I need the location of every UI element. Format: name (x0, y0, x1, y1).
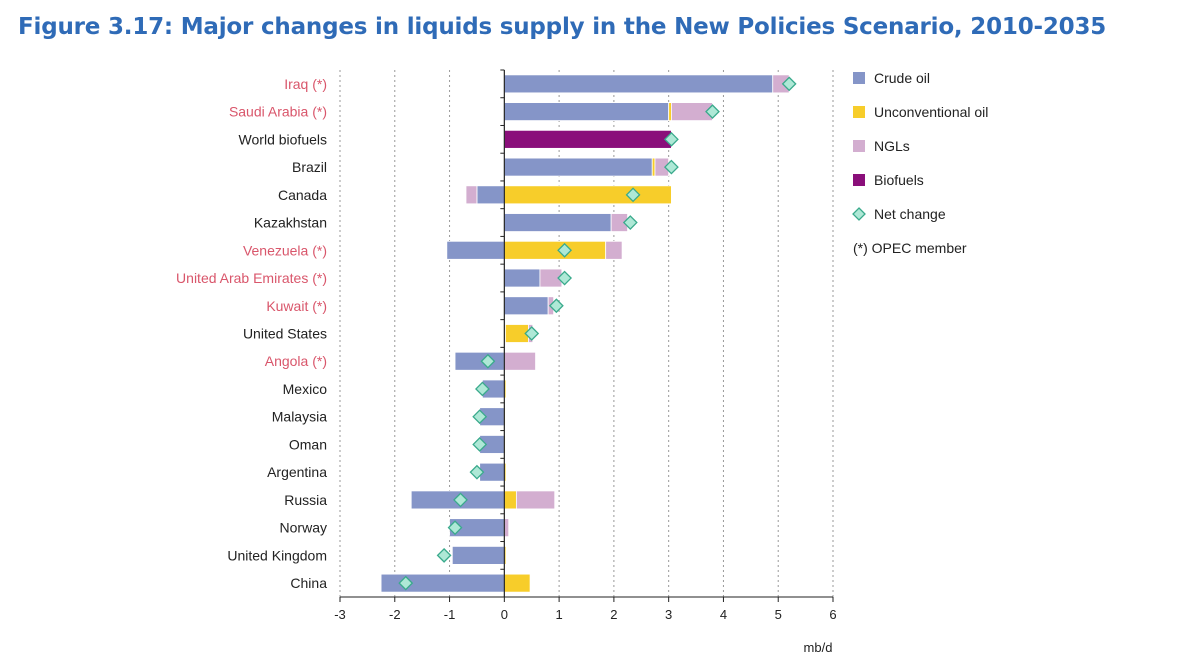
category-label: Venezuela (*) (243, 242, 327, 258)
bars (380, 74, 790, 593)
net-change-marker (663, 159, 679, 175)
category-label: Iraq (*) (284, 76, 327, 92)
bar-ngl (515, 490, 556, 510)
net-change-marker (480, 353, 496, 369)
net-change-marker (781, 76, 797, 92)
bar-crude (503, 157, 653, 177)
bar-crude (451, 545, 505, 565)
category-label: United States (243, 326, 327, 342)
bar-crude (446, 240, 505, 260)
net-change-marker (557, 270, 573, 286)
bar-crude (503, 74, 774, 94)
net-change-marker (472, 437, 488, 452)
category-label: Canada (278, 187, 327, 203)
legend-label: Net change (874, 206, 946, 222)
legend-swatch-crude (853, 72, 865, 84)
category-label: World biofuels (239, 131, 327, 147)
net-change-marker (447, 520, 463, 536)
net-change-marker (548, 298, 564, 314)
x-tick-label: 5 (775, 607, 782, 622)
legend-swatch-ngl (853, 140, 865, 152)
category-label: Russia (284, 492, 327, 508)
bar-crude (503, 268, 541, 288)
legend-label: Crude oil (874, 70, 930, 86)
net-change-marker (625, 187, 641, 203)
net-change-markers (398, 76, 797, 591)
x-tick-label: 0 (501, 607, 508, 622)
bar-unconventional (651, 157, 656, 177)
legend-label: NGLs (874, 138, 910, 154)
category-label: Norway (280, 520, 327, 536)
category-label: Brazil (292, 159, 327, 175)
page-title: Figure 3.17: Major changes in liquids su… (18, 14, 1107, 40)
category-label: Kuwait (*) (266, 298, 327, 314)
x-tick-label: 6 (829, 607, 836, 622)
bar-unconventional (668, 102, 672, 122)
net-change-marker (705, 104, 720, 120)
legend-swatch-unconventional (853, 106, 865, 118)
category-labels: Iraq (*) Saudi Arabia (*) World biofuels Br… (176, 76, 327, 591)
bar-ngl (503, 518, 510, 538)
bar-ngl (605, 240, 623, 260)
x-tick-label: 1 (555, 607, 562, 622)
x-axis-title: mb/d (804, 640, 833, 655)
net-change-marker (472, 409, 488, 425)
legend-label: (*) OPEC member (853, 240, 967, 256)
legend-label: Unconventional oil (874, 104, 988, 120)
x-tick-label: 3 (665, 607, 672, 622)
net-change-marker (398, 575, 414, 591)
x-tick-label: 2 (610, 607, 617, 622)
grid-lines (339, 70, 834, 597)
bar-unconventional (503, 185, 672, 205)
legend-swatch-biofuels (853, 174, 865, 186)
bar-biofuels (503, 129, 672, 149)
bar-crude (476, 185, 505, 205)
x-tick-label: 4 (720, 607, 727, 622)
category-label: Saudi Arabia (*) (229, 104, 327, 120)
net-change-marker (436, 547, 452, 563)
category-label: Oman (289, 436, 327, 452)
bar-crude (503, 213, 612, 232)
bar-crude (503, 296, 549, 316)
bar-ngl (465, 185, 478, 205)
category-label: Argentina (267, 464, 327, 480)
category-label: United Arab Emirates (*) (176, 270, 327, 286)
bar-unconventional (503, 490, 517, 510)
legend-swatch-net (852, 207, 866, 221)
bar-crude (503, 102, 670, 122)
legend-label: Biofuels (874, 172, 924, 188)
x-tick-label: -1 (444, 607, 456, 622)
bar-unconventional (503, 240, 607, 260)
net-change-marker (469, 464, 485, 480)
net-change-marker (453, 492, 468, 508)
category-label: Mexico (283, 381, 328, 397)
net-change-marker (557, 242, 573, 258)
bar-crude (454, 351, 505, 371)
x-tick-label: -3 (334, 607, 346, 622)
x-tick-label: -2 (389, 607, 401, 622)
axes: -3 -2 -1 0 1 2 3 4 5 6 (334, 69, 837, 622)
category-label: China (290, 575, 327, 591)
net-change-marker (663, 131, 679, 147)
category-label: Malaysia (272, 409, 327, 425)
bar-ngl (503, 351, 536, 371)
legend: Crude oil Unconventional oil NGLs Biofuels N… (852, 70, 988, 256)
category-label: Angola (*) (265, 353, 327, 369)
category-label: United Kingdom (227, 547, 327, 563)
bar-unconventional (503, 573, 531, 593)
net-change-marker (524, 326, 540, 341)
category-label: Kazakhstan (254, 215, 327, 231)
net-change-marker (622, 215, 638, 230)
net-change-marker (475, 381, 490, 397)
